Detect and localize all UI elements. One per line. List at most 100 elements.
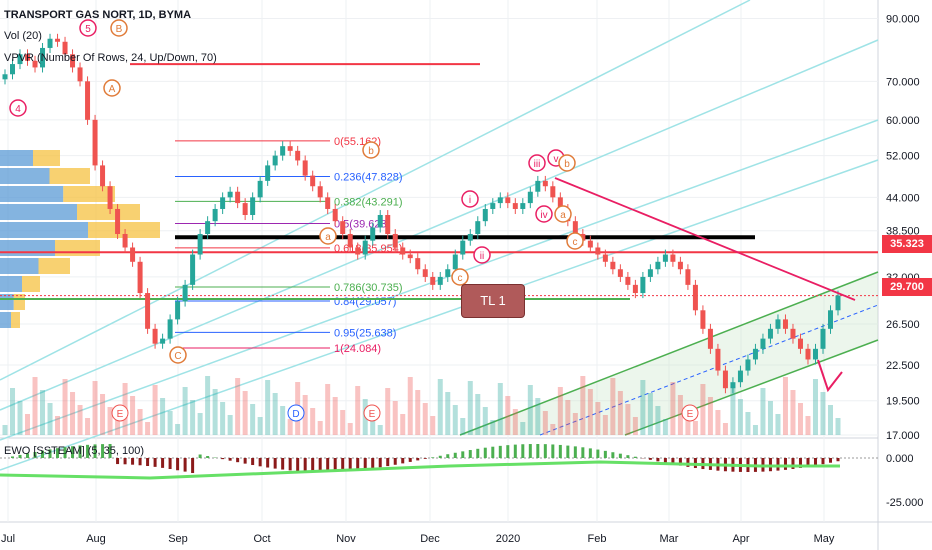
ewo-legend: EWO [SSTEAM] (5, 35, 100) (4, 445, 144, 457)
volume-bar (197, 413, 203, 435)
candle-body (130, 247, 136, 262)
ewo-histogram-bar (138, 458, 142, 466)
fib-level-label: 0.84(29.057) (334, 296, 396, 308)
ewo-histogram-bar (303, 458, 307, 472)
ewo-histogram-bar (78, 445, 82, 458)
volume-bar (392, 401, 398, 435)
ewo-histogram-bar (558, 444, 562, 458)
volume-bar (77, 405, 83, 435)
volume-bar (655, 406, 661, 435)
candle-body (40, 47, 46, 68)
candle-body (595, 247, 601, 255)
ewo-histogram-bar (348, 458, 352, 471)
ewo-tick-label: -25.000 (886, 497, 923, 509)
vpvr-down-bar (63, 186, 115, 202)
ewo-histogram-bar (588, 448, 592, 458)
ewo-histogram-bar (326, 458, 330, 472)
ewo-histogram-bar (446, 454, 450, 458)
candle-body (175, 301, 181, 320)
volume-bar (40, 390, 46, 435)
candle-body (767, 328, 773, 339)
ewo-histogram-bar (821, 458, 825, 465)
candle-body (782, 319, 788, 329)
ewo-histogram-bar (476, 448, 480, 458)
ewo-histogram-bar (611, 452, 615, 458)
volume-bar (827, 405, 833, 435)
candle-body (602, 254, 608, 262)
candle-body (415, 258, 421, 270)
price-tag-resistance: 35.323 (882, 235, 932, 253)
ewo-histogram-bar (161, 458, 165, 468)
candle-body (797, 338, 803, 349)
vpvr-up-bar (0, 150, 33, 166)
volume-bar (625, 404, 631, 435)
candle-body (47, 38, 53, 48)
candle-body (617, 269, 623, 277)
ewo-histogram-bar (101, 444, 105, 458)
volume-bar (55, 416, 61, 435)
ewo-histogram-bar (806, 458, 810, 467)
volume-bar (467, 381, 473, 435)
price-tick-label: 38.500 (886, 226, 920, 238)
volume-bar (647, 393, 653, 435)
volume-bar (760, 388, 766, 435)
volume-bar (542, 411, 548, 435)
ewo-histogram-bar (56, 448, 60, 458)
volume-bar (340, 410, 346, 435)
ewo-histogram-bar (566, 445, 570, 458)
volume-bar (700, 384, 706, 435)
candle-body (445, 269, 451, 277)
volume-bar (685, 408, 691, 435)
candle-body (355, 247, 361, 255)
volume-bar (205, 376, 211, 435)
volume-bar (565, 400, 571, 435)
candle-body (715, 348, 721, 371)
candle-body (550, 186, 556, 198)
candle-body (460, 240, 466, 255)
candle-body (752, 348, 758, 360)
ewo-histogram-bar (393, 458, 397, 465)
volume-bar (707, 397, 713, 435)
volume-bar (10, 388, 16, 435)
earnings-marker-circle (111, 404, 129, 422)
volume-bar (535, 398, 541, 435)
ewo-histogram-bar (386, 458, 390, 467)
volume-bar (460, 418, 466, 435)
candle-body (85, 81, 91, 120)
vpvr-down-bar (33, 150, 60, 166)
candle-body (272, 155, 278, 166)
volume-bar (520, 422, 526, 435)
volume-bar (745, 412, 751, 435)
ewo-histogram-bar (221, 458, 225, 460)
vpvr-down-bar (22, 276, 40, 292)
candle-body (437, 276, 443, 285)
volume-bar (835, 418, 841, 435)
volume-bar (752, 425, 758, 435)
wave-label: i (469, 195, 471, 206)
fib-level-label: 1(24.084) (334, 343, 381, 355)
ewo-histogram-bar (228, 458, 232, 461)
ewo-histogram-bar (776, 458, 780, 471)
candle-body (700, 310, 706, 329)
candle-body (505, 197, 511, 204)
ewo-histogram-bar (296, 458, 300, 472)
vpvr-up-bar (0, 294, 14, 310)
candle-body (482, 208, 488, 222)
wave-label: ii (480, 251, 484, 262)
candle-body (520, 203, 526, 209)
volume-bar (325, 384, 331, 435)
volume-bar (640, 380, 646, 435)
volume-bar (587, 389, 593, 435)
ewo-histogram-bar (528, 444, 532, 458)
ewo-histogram-bar (813, 458, 817, 466)
ewo-histogram-bar (461, 451, 465, 458)
ewo-histogram-bar (408, 458, 412, 462)
volume-bar (62, 379, 68, 435)
candle-body (77, 67, 83, 82)
candle-body (640, 276, 646, 294)
candle-body (332, 208, 338, 222)
candle-body (670, 254, 676, 262)
candle-body (497, 197, 503, 204)
